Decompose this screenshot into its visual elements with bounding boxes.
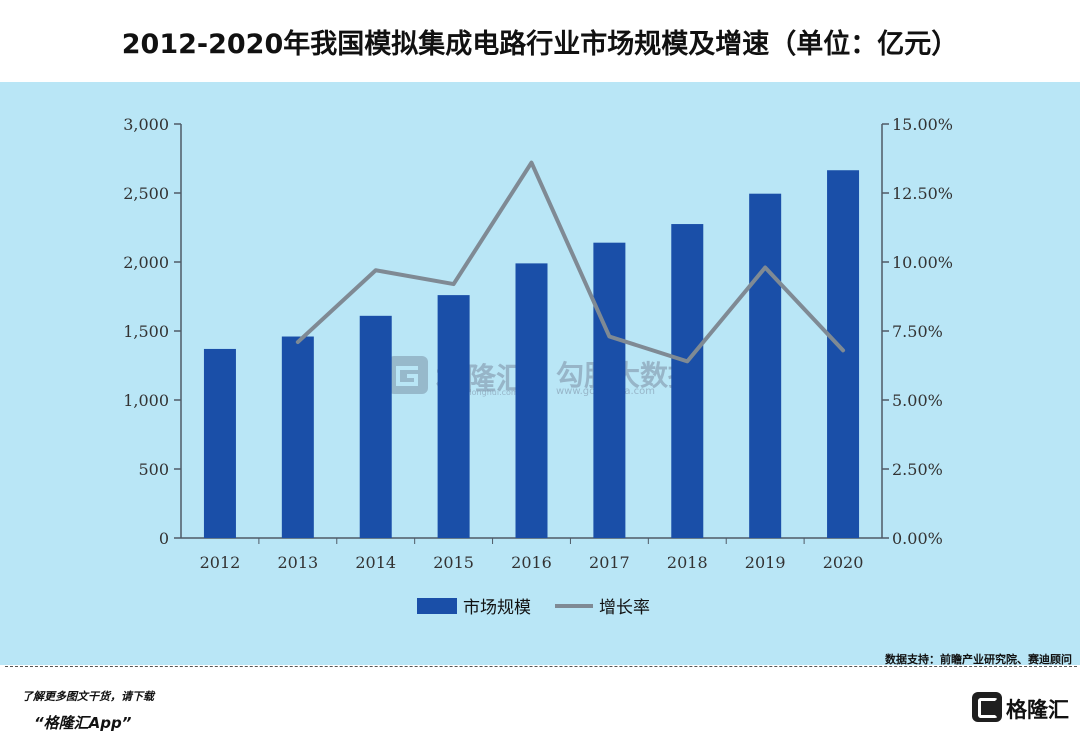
bar-market-size [203, 348, 236, 538]
footer-divider [5, 666, 1077, 667]
chart-title: 2012-2020年我国模拟集成电路行业市场规模及增速（单位：亿元） [121, 29, 959, 60]
right-tick-label: 15.00% [892, 115, 953, 134]
bar-market-size [671, 224, 704, 539]
x-tick-label: 2012 [200, 553, 241, 572]
bar-market-size [359, 315, 392, 538]
right-tick-label: 10.00% [892, 253, 953, 272]
data-source: 数据支持：前瞻产业研究院、赛迪顾问 [885, 653, 1072, 666]
watermark-logo-icon [388, 356, 428, 394]
x-tick-label: 2017 [589, 553, 630, 572]
bar-market-size [281, 336, 314, 538]
watermark-brand-url: www.gelonghui.com [438, 388, 519, 397]
x-tick-label: 2015 [433, 553, 474, 572]
x-tick-label: 2020 [823, 553, 864, 572]
x-tick-label: 2013 [277, 553, 318, 572]
brand-logo-text: 格隆汇 [1006, 698, 1069, 722]
app-name: “格隆汇App” [34, 714, 132, 732]
bar-market-size [515, 263, 548, 538]
x-tick-label: 2019 [745, 553, 786, 572]
left-tick-label: 1,000 [123, 391, 169, 410]
left-tick-label: 0 [159, 529, 169, 548]
download-prompt: 了解更多图文干货，请下载 [22, 690, 154, 703]
legend-label-market-size: 市场规模 [463, 598, 531, 618]
right-tick-label: 0.00% [892, 529, 943, 548]
left-tick-label: 2,000 [123, 253, 169, 272]
left-tick-label: 2,500 [123, 184, 169, 203]
left-tick-label: 500 [138, 460, 169, 479]
right-tick-label: 12.50% [892, 184, 953, 203]
right-tick-label: 5.00% [892, 391, 943, 410]
right-tick-label: 7.50% [892, 322, 943, 341]
line-growth-rate [295, 160, 846, 364]
x-tick-label: 2018 [667, 553, 708, 572]
x-tick-label: 2014 [355, 553, 396, 572]
legend-label-growth-rate: 增长率 [599, 598, 650, 618]
bar-market-size [827, 170, 860, 539]
left-tick-label: 1,500 [123, 322, 169, 341]
bar-market-size [749, 193, 782, 538]
x-tick-label: 2016 [511, 553, 552, 572]
left-tick-label: 3,000 [123, 115, 169, 134]
legend-swatch-market-size [417, 598, 457, 614]
bar-market-size [437, 295, 470, 538]
bar-market-size [593, 242, 626, 538]
right-tick-label: 2.50% [892, 460, 943, 479]
brand-logo-icon [972, 692, 1002, 722]
